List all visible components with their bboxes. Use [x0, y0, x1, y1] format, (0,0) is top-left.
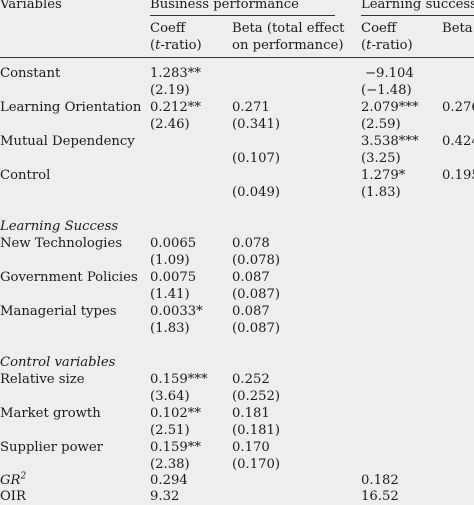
header-bp-beta-line1: Beta (total effect — [232, 21, 345, 36]
row-ls-beta: 0.276 — [442, 100, 474, 115]
row-ls-beta: 0.195 — [442, 168, 474, 183]
header-ls-beta: Beta — [442, 21, 473, 36]
row-label: Constant — [0, 66, 61, 81]
row-label: Learning Orientation — [0, 100, 142, 115]
row-ls-t: (−1.48) — [361, 83, 412, 98]
row-bp-coeff: 0.0075 — [150, 270, 197, 285]
header-bp-beta-line2: on performance) — [232, 38, 344, 53]
row-ls-beta: 0.424 — [442, 134, 474, 149]
header-bp-tratio: (t-ratio) — [150, 38, 202, 53]
row-label: Control — [0, 168, 51, 183]
oir-bp-value: 9.32 — [150, 489, 180, 504]
row-bp-coeff: 0.0033* — [150, 304, 203, 319]
row-bp-beta: 0.087 — [232, 270, 270, 285]
row-label: Mutual Dependency — [0, 134, 135, 149]
row-bp-coeff: 1.283** — [150, 66, 201, 81]
row-label: New Technologies — [0, 236, 123, 251]
row-bp-t: (3.64) — [150, 389, 190, 404]
row-bp-t: (1.83) — [150, 321, 190, 336]
row-bp-coeff: 0.212** — [150, 100, 201, 115]
gr2-label: GR2 — [0, 471, 27, 488]
row-ls-coeff: 3.538*** — [361, 134, 419, 149]
row-bp-beta: 0.271 — [232, 100, 270, 115]
header-business-performance: Business performance — [150, 0, 299, 12]
row-bp-beta-total: (0.049) — [232, 185, 281, 200]
row-bp-coeff: 0.102** — [150, 406, 201, 421]
ls-header-rule — [361, 15, 474, 16]
row-label: Market growth — [0, 406, 101, 421]
section-control-variables: Control variables — [0, 355, 116, 370]
row-bp-beta-total: (0.252) — [232, 389, 281, 404]
row-bp-beta: 0.087 — [232, 304, 270, 319]
row-bp-beta-total: (0.087) — [232, 321, 281, 336]
row-bp-beta-total: (0.341) — [232, 117, 281, 132]
row-bp-beta: 0.181 — [232, 406, 270, 421]
row-ls-coeff: 2.079*** — [361, 100, 419, 115]
row-ls-t: (2.59) — [361, 117, 401, 132]
row-bp-t: (2.19) — [150, 83, 190, 98]
bp-header-rule — [150, 15, 335, 16]
row-bp-beta: 0.078 — [232, 236, 270, 251]
header-bottom-rule — [0, 57, 474, 58]
row-bp-beta-total: (0.107) — [232, 151, 281, 166]
header-variables: Variables — [0, 0, 62, 12]
row-ls-t: (3.25) — [361, 151, 401, 166]
row-bp-coeff: 0.159*** — [150, 372, 208, 387]
oir-label: OIR — [0, 489, 26, 504]
header-bp-coeff: Coeff — [150, 21, 186, 36]
section-learning-success: Learning Success — [0, 219, 119, 234]
row-ls-t: (1.83) — [361, 185, 401, 200]
row-bp-t: (2.46) — [150, 117, 190, 132]
row-bp-coeff: 0.159** — [150, 440, 201, 455]
header-ls-tratio: (t-ratio) — [361, 38, 413, 53]
row-bp-coeff: 0.0065 — [150, 236, 197, 251]
header-ls-coeff: Coeff — [361, 21, 397, 36]
row-label: Supplier power — [0, 440, 103, 455]
gr2-bp-value: 0.294 — [150, 473, 188, 488]
header-learning-success: Learning success — [361, 0, 474, 12]
row-bp-beta-total: (0.078) — [232, 253, 281, 268]
gr2-ls-value: 0.182 — [361, 473, 399, 488]
row-label: Relative size — [0, 372, 85, 387]
row-bp-t: (1.09) — [150, 253, 190, 268]
row-label: Managerial types — [0, 304, 117, 319]
row-bp-beta-total: (0.181) — [232, 423, 281, 438]
row-bp-beta: 0.252 — [232, 372, 270, 387]
oir-ls-value: 16.52 — [361, 489, 399, 504]
row-bp-t: (2.51) — [150, 423, 190, 438]
row-bp-t: (1.41) — [150, 287, 190, 302]
row-ls-coeff: −9.104 — [365, 66, 414, 81]
row-ls-coeff: 1.279* — [361, 168, 406, 183]
row-bp-beta-total: (0.087) — [232, 287, 281, 302]
row-bp-beta: 0.170 — [232, 440, 270, 455]
row-bp-t: (2.38) — [150, 457, 190, 472]
row-label: Government Policies — [0, 270, 138, 285]
row-bp-beta-total: (0.170) — [232, 457, 281, 472]
